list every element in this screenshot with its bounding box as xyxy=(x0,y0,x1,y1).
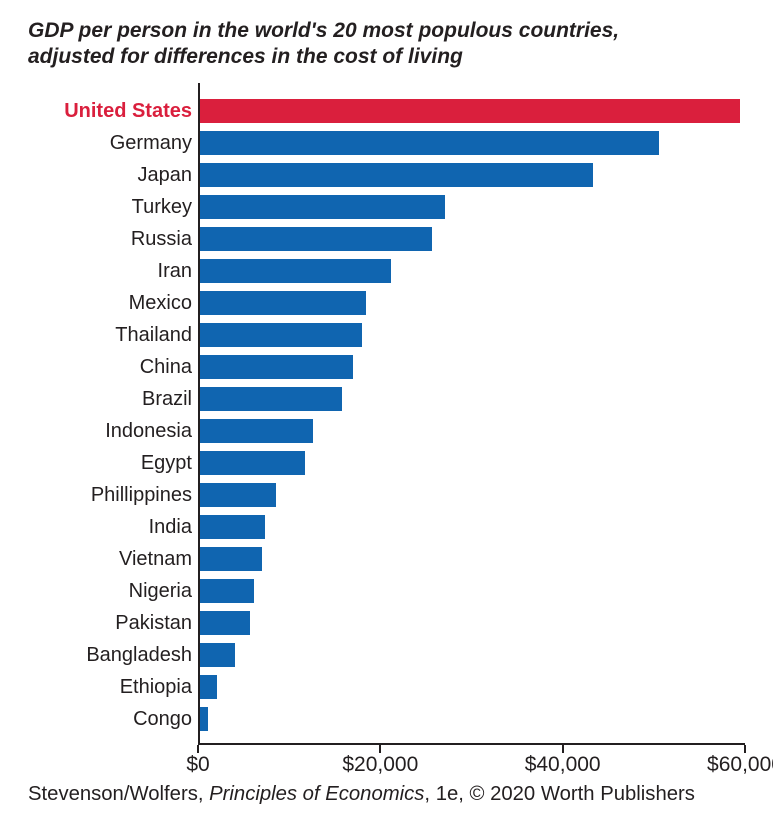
bars-container: United StatesGermanyJapanTurkeyRussiaIra… xyxy=(200,95,745,743)
bar-row: Vietnam xyxy=(200,543,745,575)
bar xyxy=(200,163,593,187)
bar-chart: United StatesGermanyJapanTurkeyRussiaIra… xyxy=(28,83,745,779)
category-label: Bangladesh xyxy=(30,645,192,665)
bar-row: Nigeria xyxy=(200,575,745,607)
bar xyxy=(200,131,659,155)
x-tick-label: $60,000 xyxy=(707,753,773,777)
category-label: Nigeria xyxy=(30,581,192,601)
credit-book-title: Principles of Economics xyxy=(209,783,424,805)
bar xyxy=(200,355,353,379)
x-tick-label: $0 xyxy=(186,753,209,777)
category-label: Russia xyxy=(30,229,192,249)
bar-row: Thailand xyxy=(200,319,745,351)
plot-area: United StatesGermanyJapanTurkeyRussiaIra… xyxy=(198,83,745,745)
bar-row: Brazil xyxy=(200,383,745,415)
category-label: Vietnam xyxy=(30,549,192,569)
x-tick-label: $20,000 xyxy=(342,753,418,777)
x-tick: $60,000 xyxy=(745,745,746,753)
bar-row: Turkey xyxy=(200,191,745,223)
bar-row: United States xyxy=(200,95,745,127)
bar xyxy=(200,419,313,443)
bar xyxy=(200,99,740,123)
bar-row: India xyxy=(200,511,745,543)
tick-mark xyxy=(197,745,199,753)
x-tick: $20,000 xyxy=(380,745,381,753)
category-label: India xyxy=(30,517,192,537)
credit-suffix: , 1e, © 2020 Worth Publishers xyxy=(424,783,694,805)
bar-row: Pakistan xyxy=(200,607,745,639)
category-label: Congo xyxy=(30,709,192,729)
bar xyxy=(200,195,445,219)
bar-row: China xyxy=(200,351,745,383)
bar xyxy=(200,643,235,667)
tick-mark xyxy=(379,745,381,753)
category-label: China xyxy=(30,357,192,377)
title-line-2: adjusted for differences in the cost of … xyxy=(28,45,463,68)
category-label: Egypt xyxy=(30,453,192,473)
bar xyxy=(200,611,250,635)
x-axis-ticks: $0 $20,000 $40,000 $60,000 xyxy=(198,745,745,779)
bar-row: Ethiopia xyxy=(200,671,745,703)
bar-row: Bangladesh xyxy=(200,639,745,671)
bar xyxy=(200,707,208,731)
category-label: Turkey xyxy=(30,197,192,217)
bar xyxy=(200,451,305,475)
category-label: Phillippines xyxy=(30,485,192,505)
category-label: Pakistan xyxy=(30,613,192,633)
category-label: Ethiopia xyxy=(30,677,192,697)
title-line-1: GDP per person in the world's 20 most po… xyxy=(28,19,619,42)
bar xyxy=(200,387,342,411)
bar xyxy=(200,547,262,571)
bar-row: Japan xyxy=(200,159,745,191)
bar-row: Indonesia xyxy=(200,415,745,447)
category-label: Japan xyxy=(30,165,192,185)
category-label: Indonesia xyxy=(30,421,192,441)
category-label: Mexico xyxy=(30,293,192,313)
category-label: Iran xyxy=(30,261,192,281)
category-label: Germany xyxy=(30,133,192,153)
chart-title: GDP per person in the world's 20 most po… xyxy=(28,18,745,71)
bar xyxy=(200,675,217,699)
bar-row: Iran xyxy=(200,255,745,287)
category-label: Thailand xyxy=(30,325,192,345)
bar xyxy=(200,259,391,283)
bar xyxy=(200,291,366,315)
x-tick: $40,000 xyxy=(563,745,564,753)
category-label: Brazil xyxy=(30,389,192,409)
x-tick-label: $40,000 xyxy=(525,753,601,777)
source-credit: Stevenson/Wolfers, Principles of Economi… xyxy=(28,783,745,806)
bar-row: Russia xyxy=(200,223,745,255)
bar-row: Phillippines xyxy=(200,479,745,511)
credit-prefix: Stevenson/Wolfers, xyxy=(28,783,209,805)
bar xyxy=(200,323,362,347)
bar xyxy=(200,579,254,603)
tick-mark xyxy=(744,745,746,753)
category-label: United States xyxy=(30,101,192,121)
bar-row: Germany xyxy=(200,127,745,159)
bar-row: Mexico xyxy=(200,287,745,319)
figure-container: GDP per person in the world's 20 most po… xyxy=(0,0,773,824)
bar xyxy=(200,227,432,251)
x-tick: $0 xyxy=(198,745,199,753)
bar-row: Congo xyxy=(200,703,745,735)
tick-mark xyxy=(562,745,564,753)
bar xyxy=(200,483,276,507)
bar-row: Egypt xyxy=(200,447,745,479)
bar xyxy=(200,515,265,539)
